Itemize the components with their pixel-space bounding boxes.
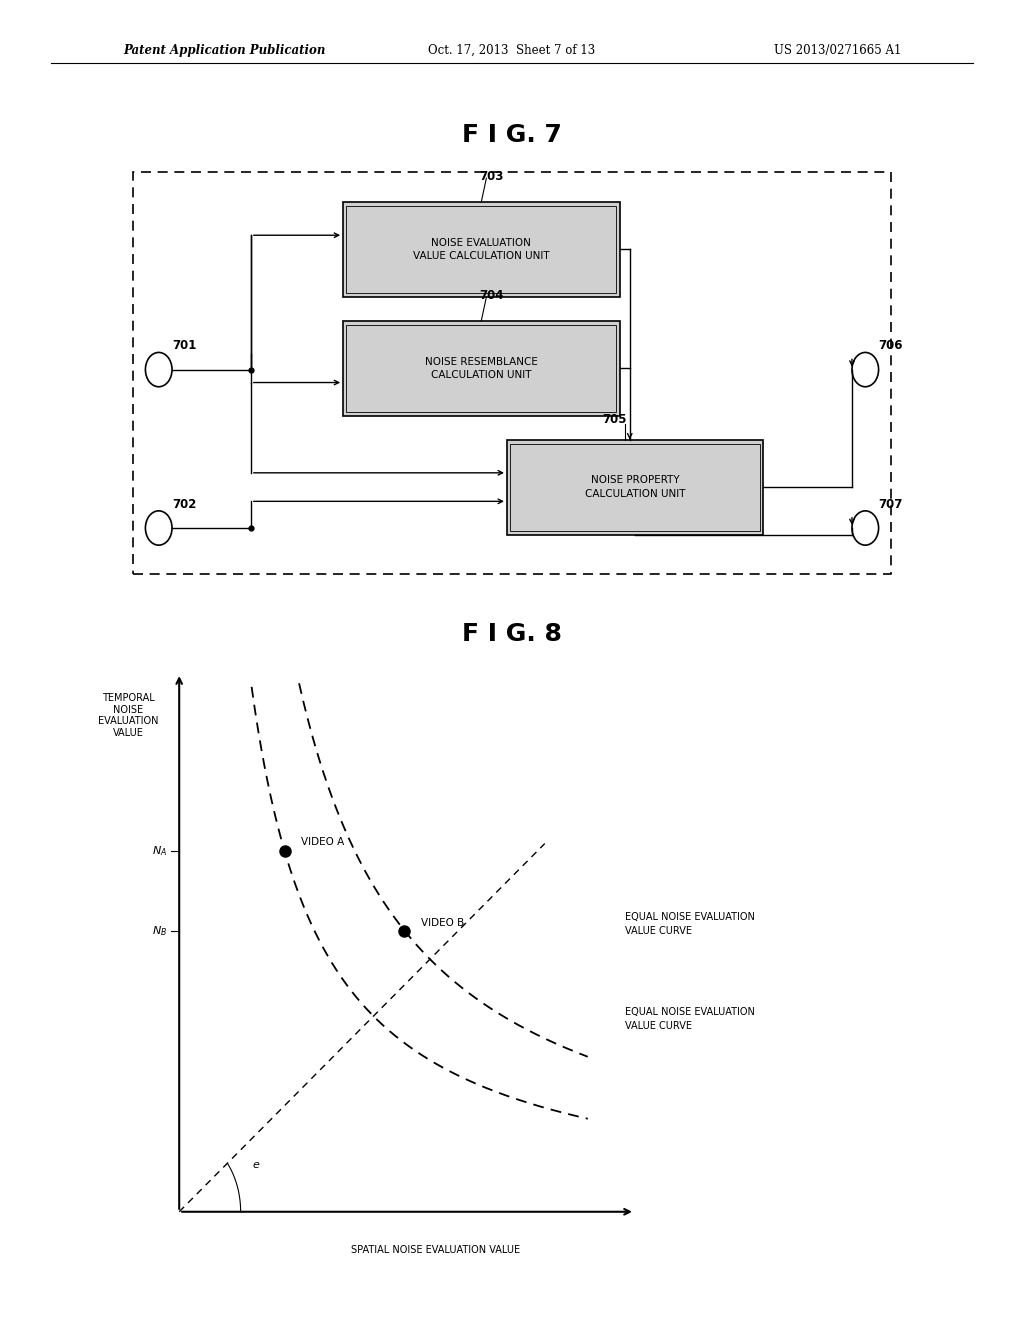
Text: $N_B$: $N_B$ (152, 924, 167, 937)
Text: 705: 705 (602, 413, 627, 426)
Text: VIDEO A: VIDEO A (301, 837, 344, 847)
Text: e: e (253, 1160, 260, 1170)
Text: NOISE EVALUATION
VALUE CALCULATION UNIT: NOISE EVALUATION VALUE CALCULATION UNIT (413, 238, 550, 261)
Text: 704: 704 (479, 289, 504, 302)
Text: SPATIAL NOISE EVALUATION VALUE: SPATIAL NOISE EVALUATION VALUE (350, 1245, 520, 1255)
Text: NOISE RESEMBLANCE
CALCULATION UNIT: NOISE RESEMBLANCE CALCULATION UNIT (425, 356, 538, 380)
Text: VIDEO B: VIDEO B (421, 917, 464, 928)
Text: EQUAL NOISE EVALUATION
VALUE CURVE: EQUAL NOISE EVALUATION VALUE CURVE (625, 1007, 755, 1031)
Text: 701: 701 (172, 339, 197, 352)
Text: Patent Application Publication: Patent Application Publication (123, 44, 326, 57)
Text: 703: 703 (479, 170, 504, 183)
Text: F I G. 8: F I G. 8 (462, 622, 562, 645)
Text: NOISE PROPERTY
CALCULATION UNIT: NOISE PROPERTY CALCULATION UNIT (585, 475, 685, 499)
Bar (507, 440, 763, 535)
Text: EQUAL NOISE EVALUATION
VALUE CURVE: EQUAL NOISE EVALUATION VALUE CURVE (625, 912, 755, 936)
Bar (510, 444, 760, 531)
Bar (343, 321, 620, 416)
Text: 706: 706 (879, 339, 903, 352)
Bar (343, 202, 620, 297)
Text: F I G. 7: F I G. 7 (462, 123, 562, 147)
Text: 707: 707 (879, 498, 903, 511)
Text: Oct. 17, 2013  Sheet 7 of 13: Oct. 17, 2013 Sheet 7 of 13 (428, 44, 596, 57)
Text: TEMPORAL
NOISE
EVALUATION
VALUE: TEMPORAL NOISE EVALUATION VALUE (98, 693, 159, 738)
Bar (133, 172, 891, 574)
Text: US 2013/0271665 A1: US 2013/0271665 A1 (774, 44, 901, 57)
Text: $N_A$: $N_A$ (152, 845, 167, 858)
Bar (346, 325, 616, 412)
Text: 702: 702 (172, 498, 197, 511)
Bar (346, 206, 616, 293)
